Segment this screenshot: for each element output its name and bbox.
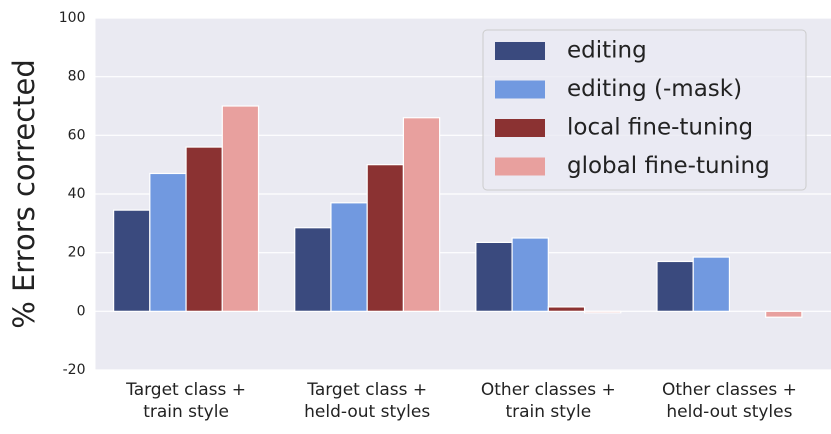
bar bbox=[185, 146, 223, 312]
bar bbox=[149, 172, 187, 312]
bar bbox=[583, 310, 622, 314]
y-tick-label: 20 bbox=[68, 245, 86, 261]
bar bbox=[113, 209, 151, 312]
bar bbox=[765, 310, 803, 318]
x-tick-label: train style bbox=[143, 402, 229, 422]
bar bbox=[330, 202, 368, 312]
legend-swatch bbox=[495, 119, 545, 137]
legend-swatch bbox=[495, 80, 545, 99]
legend-box bbox=[482, 29, 807, 191]
bar bbox=[547, 306, 586, 312]
x-tick-label: Target class + bbox=[306, 380, 427, 400]
legend-swatch bbox=[495, 42, 545, 60]
y-tick-label: 100 bbox=[59, 10, 86, 26]
y-tick-label: -20 bbox=[63, 362, 86, 378]
legend-label: editing bbox=[567, 38, 647, 64]
bar bbox=[511, 237, 549, 312]
legend-label: local fine-tuning bbox=[567, 115, 753, 141]
x-tick-label: held-out styles bbox=[666, 402, 792, 422]
legend-label: editing (-mask) bbox=[567, 76, 742, 102]
bar bbox=[366, 164, 405, 312]
x-tick-label: Other classes + bbox=[662, 380, 797, 400]
bar bbox=[221, 105, 260, 312]
bar bbox=[294, 227, 332, 312]
x-tick-label: Target class + bbox=[125, 380, 246, 400]
y-tick-label: 40 bbox=[68, 186, 86, 202]
bar bbox=[692, 256, 731, 312]
bar bbox=[656, 260, 694, 312]
bar bbox=[475, 241, 513, 312]
y-tick-label: 80 bbox=[68, 69, 86, 85]
y-tick-label: 60 bbox=[68, 127, 86, 143]
x-tick-label: Other classes + bbox=[481, 380, 616, 400]
x-tick-label: train style bbox=[505, 402, 591, 422]
x-tick-label: held-out styles bbox=[304, 402, 430, 422]
legend-swatch bbox=[495, 157, 545, 176]
bar bbox=[402, 117, 441, 312]
legend-label: global fine-tuning bbox=[567, 153, 770, 179]
y-tick-label: 0 bbox=[77, 303, 86, 319]
y-axis-label: % Errors corrected bbox=[7, 59, 41, 329]
